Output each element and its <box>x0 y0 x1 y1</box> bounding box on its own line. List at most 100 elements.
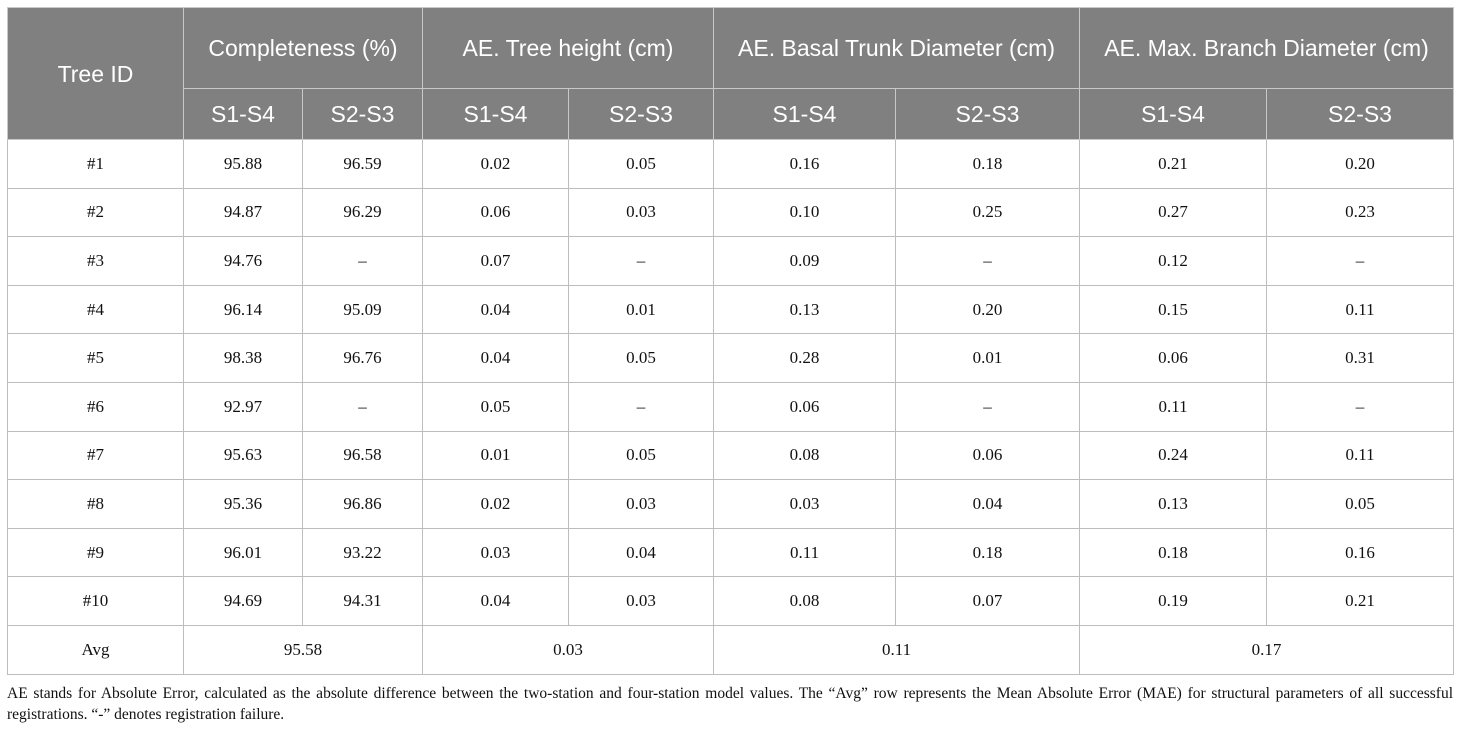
table-cell: 96.86 <box>302 479 423 529</box>
data-table-container: Tree ID Completeness (%) AE. Tree height… <box>7 7 1455 675</box>
table-cell: 92.97 <box>183 381 303 432</box>
table-row: #7 95.63 96.58 0.01 0.05 0.08 0.06 0.24 0.11 <box>7 430 1455 481</box>
table-cell: 0.20 <box>1266 139 1455 189</box>
table-cell: 0.05 <box>422 381 569 432</box>
table-cell: 0.06 <box>895 430 1081 481</box>
table-cell: 0.18 <box>1079 527 1268 578</box>
subheader-cell: S2-S3 <box>895 88 1081 140</box>
table-cell: 0.03 <box>567 576 715 626</box>
table-cell: 98.38 <box>183 333 303 383</box>
tree-id-cell: #2 <box>7 187 184 238</box>
subheader-cell: S1-S4 <box>422 88 569 140</box>
tree-id-cell: #4 <box>7 284 184 335</box>
tree-id-cell: #8 <box>7 479 184 529</box>
table-cell: 95.63 <box>183 430 303 481</box>
table-cell: 0.03 <box>567 187 715 238</box>
header-tree-height: AE. Tree height (cm) <box>421 7 715 89</box>
header-row-group: Tree ID Completeness (%) AE. Tree height… <box>7 7 1455 140</box>
table-cell: 0.05 <box>567 333 715 383</box>
table-cell: 0.04 <box>422 576 569 626</box>
table-cell: 0.03 <box>422 527 569 578</box>
subheader-cell: S2-S3 <box>1266 88 1455 140</box>
table-cell: 96.01 <box>183 527 303 578</box>
subheader-cell: S1-S4 <box>1079 88 1268 140</box>
table-row: #8 95.36 96.86 0.02 0.03 0.03 0.04 0.13 0.05 <box>7 479 1455 529</box>
table-cell: 0.19 <box>1079 576 1268 626</box>
table-cell: 0.04 <box>567 527 715 578</box>
tree-id-cell: #3 <box>7 236 184 286</box>
tree-id-cell: #5 <box>7 333 184 383</box>
table-cell: 0.20 <box>895 284 1081 335</box>
tree-id-cell: #1 <box>7 139 184 189</box>
table-cell: 0.08 <box>713 576 897 626</box>
table-cell: 0.16 <box>713 139 897 189</box>
tree-id-cell: #10 <box>7 576 184 626</box>
table-row: #3 94.76–0.07–0.09–0.12– <box>7 236 1455 286</box>
table-cell: 0.11 <box>713 527 897 578</box>
avg-basal-trunk-cell: 0.11 <box>713 624 1081 675</box>
table-cell: 94.76 <box>183 236 303 286</box>
table-cell: 0.07 <box>895 576 1081 626</box>
table-row: #10 94.69 94.31 0.04 0.03 0.08 0.07 0.19 0.21 <box>7 576 1455 626</box>
table-row: #2 94.87 96.29 0.06 0.03 0.10 0.25 0.27 0.23 <box>7 187 1455 238</box>
table-cell: 0.05 <box>567 430 715 481</box>
table-row: #1 95.88 96.59 0.02 0.05 0.16 0.18 0.21 0.20 <box>7 139 1455 189</box>
table-cell: – <box>302 381 423 432</box>
avg-max-branch-cell: 0.17 <box>1079 624 1455 675</box>
table-cell: 0.09 <box>713 236 897 286</box>
table-cell: 96.58 <box>302 430 423 481</box>
subheader-cell: S1-S4 <box>183 88 303 140</box>
table-cell: 0.04 <box>422 284 569 335</box>
table-row: #5 98.38 96.76 0.04 0.05 0.28 0.01 0.06 0.31 <box>7 333 1455 383</box>
table-cell: – <box>567 236 715 286</box>
table-cell: 0.06 <box>713 381 897 432</box>
table-cell: 0.13 <box>713 284 897 335</box>
header-tree-id: Tree ID <box>7 7 184 140</box>
subheader-cell: S1-S4 <box>713 88 897 140</box>
table-row: #4 96.14 95.09 0.04 0.01 0.13 0.20 0.15 0.11 <box>7 284 1455 335</box>
tree-id-cell: #9 <box>7 527 184 578</box>
table-cell: – <box>895 381 1081 432</box>
table-cell: 96.59 <box>302 139 423 189</box>
table-cell: 0.10 <box>713 187 897 238</box>
table-cell: 0.03 <box>567 479 715 529</box>
table-row: #9 96.01 93.22 0.03 0.04 0.11 0.18 0.18 0.16 <box>7 527 1455 578</box>
table-cell: 0.01 <box>422 430 569 481</box>
table-cell: 96.14 <box>183 284 303 335</box>
table-cell: 0.23 <box>1266 187 1455 238</box>
header-row-sub: S1-S4 S2-S3 S1-S4 S2-S3 S1-S4 S2-S3 S1-S… <box>8 88 1455 140</box>
table-cell: 94.87 <box>183 187 303 238</box>
tree-id-cell: #7 <box>7 430 184 481</box>
table-cell: 0.11 <box>1266 430 1455 481</box>
table-cell: 96.29 <box>302 187 423 238</box>
table-cell: 93.22 <box>302 527 423 578</box>
table-cell: – <box>895 236 1081 286</box>
table-cell: 95.36 <box>183 479 303 529</box>
header-completeness: Completeness (%) <box>183 7 423 89</box>
table-cell: – <box>567 381 715 432</box>
table-cell: 0.27 <box>1079 187 1268 238</box>
table-cell: 0.21 <box>1079 139 1268 189</box>
table-cell: 95.88 <box>183 139 303 189</box>
table-cell: 94.69 <box>183 576 303 626</box>
table-cell: 0.13 <box>1079 479 1268 529</box>
subheader-cell: S2-S3 <box>567 88 715 140</box>
table-cell: 0.12 <box>1079 236 1268 286</box>
table-cell: 0.01 <box>567 284 715 335</box>
table-cell: 0.28 <box>713 333 897 383</box>
table-cell: 0.05 <box>1266 479 1455 529</box>
header-basal-trunk-diameter: AE. Basal Trunk Diameter (cm) <box>713 7 1081 89</box>
table-cell: 0.08 <box>713 430 897 481</box>
table-cell: 0.18 <box>895 527 1081 578</box>
table-cell: 95.09 <box>302 284 423 335</box>
subheader-cell: S2-S3 <box>302 88 423 140</box>
avg-completeness-cell: 95.58 <box>183 624 423 675</box>
table-cell: 96.76 <box>302 333 423 383</box>
table-cell: 0.25 <box>895 187 1081 238</box>
table-cell: 0.02 <box>422 139 569 189</box>
table-cell: 0.03 <box>713 479 897 529</box>
table-cell: 0.06 <box>422 187 569 238</box>
table-cell: 0.11 <box>1266 284 1455 335</box>
avg-label-cell: Avg <box>7 624 184 675</box>
table-cell: 0.11 <box>1079 381 1268 432</box>
